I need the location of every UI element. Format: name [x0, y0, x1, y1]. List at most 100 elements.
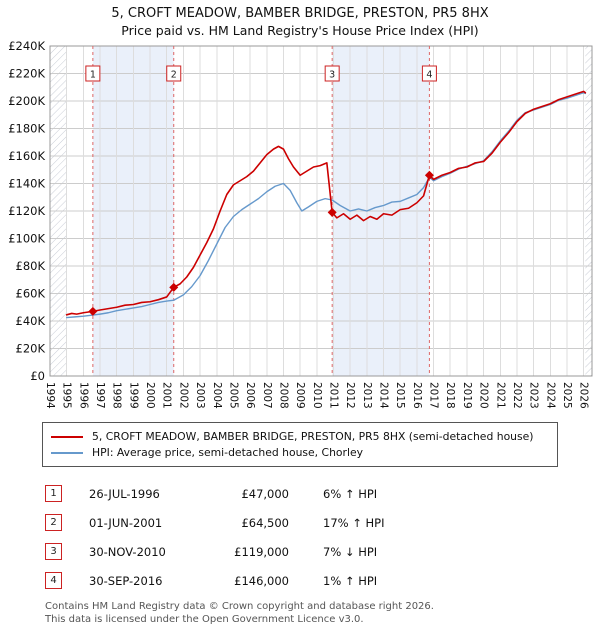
x-axis-tick-label: 2024 — [544, 382, 556, 409]
transaction-row: 4 30-SEP-2016 £146,000 1% ↑ HPI — [45, 566, 600, 595]
x-axis-tick-label: 1995 — [61, 382, 73, 409]
y-axis-tick-label: £160K — [8, 149, 45, 163]
y-axis-tick-label: £0 — [30, 369, 45, 383]
transaction-price: £119,000 — [234, 544, 289, 559]
x-axis-tick-label: 2006 — [244, 382, 256, 409]
transaction-row: 3 30-NOV-2010 £119,000 7% ↓ HPI — [45, 537, 600, 566]
sale-number-label: 4 — [426, 70, 432, 81]
transaction-row: 2 01-JUN-2001 £64,500 17% ↑ HPI — [45, 508, 600, 537]
transaction-date: 30-NOV-2010 — [89, 544, 166, 559]
transaction-date: 30-SEP-2016 — [89, 573, 163, 588]
chart-legend: 5, CROFT MEADOW, BAMBER BRIDGE, PRESTON,… — [42, 422, 558, 468]
sale-number-box — [85, 65, 101, 82]
x-axis-tick-label: 2021 — [494, 382, 506, 409]
page-subtitle: Price paid vs. HM Land Registry's House … — [121, 22, 479, 38]
x-axis-tick-label: 2003 — [194, 382, 206, 409]
transaction-price: £64,500 — [241, 515, 289, 530]
transaction-hpi-delta: 6% ↑ HPI — [323, 486, 378, 501]
legend-item: 5, CROFT MEADOW, BAMBER BRIDGE, PRESTON,… — [51, 430, 549, 443]
x-axis-tick-label: 2016 — [411, 382, 423, 409]
x-axis-tick-label: 2012 — [344, 382, 356, 409]
sale-marker — [424, 170, 434, 180]
transaction-number: 4 — [45, 572, 62, 590]
legend-label: HPI: Average price, semi-detached house,… — [92, 446, 364, 460]
y-axis-tick-label: £120K — [8, 204, 45, 218]
sale-number-label: 2 — [171, 70, 177, 81]
y-axis-tick-label: £100K — [8, 232, 45, 246]
y-axis-tick-label: £220K — [8, 67, 45, 81]
y-axis-tick-label: £200K — [8, 94, 45, 108]
price-chart: £0 £20K £40K £60K £80K £100K £120K £140K £160K £1… — [0, 40, 600, 420]
sale-number-box — [324, 65, 340, 82]
x-axis-tick-label: 2002 — [177, 382, 189, 409]
transaction-number-cell: 4 — [45, 572, 89, 590]
y-axis-tick-label: £140K — [8, 177, 45, 191]
x-axis-tick-label: 1999 — [127, 382, 139, 409]
y-axis-tick-label: £240K — [8, 40, 45, 53]
y-axis-tick-label: £180K — [8, 122, 45, 136]
price-chart-svg: £0 £20K £40K £60K £80K £100K £120K £140K £160K £1… — [8, 40, 593, 409]
transaction-hpi-delta: 1% ↑ HPI — [323, 573, 378, 588]
x-axis-tick-label: 2011 — [328, 382, 340, 409]
sale-marker — [169, 282, 179, 292]
x-axis-tick-label: 2025 — [561, 382, 573, 409]
x-axis-tick-label: 2009 — [294, 382, 306, 409]
transaction-number: 3 — [45, 543, 62, 561]
transaction-price: £146,000 — [234, 573, 289, 588]
x-axis-tick-label: 2026 — [578, 382, 590, 409]
x-axis-tick-label: 2013 — [361, 382, 373, 409]
transaction-number-cell: 1 — [45, 485, 89, 503]
license-line-2: This data is licensed under the Open Gov… — [45, 613, 364, 625]
x-axis-tick-label: 2005 — [227, 382, 239, 409]
x-axis-tick-label: 2007 — [261, 382, 273, 409]
legend-line-swatch — [51, 451, 83, 454]
y-axis-tick-label: £20K — [16, 342, 46, 356]
legend-line-swatch — [51, 435, 83, 438]
transaction-row: 1 26-JUL-1996 £47,000 6% ↑ HPI — [45, 479, 600, 508]
license-line-1: Contains HM Land Registry data © Crown c… — [45, 601, 434, 613]
transaction-date: 01-JUN-2001 — [89, 515, 163, 530]
y-axis-tick-label: £40K — [16, 314, 46, 328]
sale-number-box — [166, 65, 182, 82]
x-axis-tick-label: 2020 — [478, 382, 490, 409]
sale-marker — [88, 307, 98, 317]
x-axis-tick-label: 2017 — [428, 382, 440, 409]
x-axis-tick-label: 2004 — [211, 382, 223, 409]
x-axis-tick-label: 2022 — [511, 382, 523, 409]
sale-number-label: 1 — [90, 70, 96, 81]
x-axis-tick-label: 1996 — [77, 382, 89, 409]
x-axis-tick-label: 2008 — [277, 382, 289, 409]
legend-label: 5, CROFT MEADOW, BAMBER BRIDGE, PRESTON,… — [92, 430, 534, 444]
x-axis-tick-label: 2010 — [311, 382, 323, 409]
transaction-number: 1 — [45, 485, 62, 503]
y-axis-tick-label: £80K — [16, 259, 46, 273]
plot-border — [49, 45, 593, 377]
x-axis-tick-label: 1994 — [44, 382, 56, 409]
transaction-hpi-delta: 7% ↓ HPI — [323, 544, 378, 559]
transaction-table: 1 26-JUL-1996 £47,000 6% ↑ HPI 2 01-JUN-2001 £… — [45, 479, 600, 595]
x-axis-tick-label: 1998 — [111, 382, 123, 409]
x-axis-tick-label: 2023 — [528, 382, 540, 409]
series-line — [65, 90, 587, 316]
y-axis-tick-label: £60K — [16, 287, 46, 301]
x-axis-tick-label: 2015 — [394, 382, 406, 409]
license-note: Contains HM Land Registry data © Crown c… — [45, 601, 600, 626]
series-line — [65, 92, 587, 319]
transaction-number-cell: 2 — [45, 514, 89, 532]
x-axis-tick-label: 2019 — [461, 382, 473, 409]
transaction-hpi-delta: 17% ↑ HPI — [323, 515, 385, 530]
page-title: 5, CROFT MEADOW, BAMBER BRIDGE, PRESTON,… — [111, 6, 489, 21]
legend-item: HPI: Average price, semi-detached house,… — [51, 446, 549, 459]
x-axis-tick-label: 2014 — [378, 382, 390, 409]
sale-number-label: 3 — [329, 70, 335, 81]
x-axis-tick-label: 2000 — [144, 382, 156, 409]
transaction-number-cell: 3 — [45, 543, 89, 561]
sale-marker — [327, 208, 337, 218]
x-axis-tick-label: 2018 — [444, 382, 456, 409]
sale-number-box — [421, 65, 437, 82]
transaction-date: 26-JUL-1996 — [89, 486, 160, 501]
x-axis-tick-label: 1997 — [94, 382, 106, 409]
x-axis-tick-label: 2001 — [161, 382, 173, 409]
transaction-number: 2 — [45, 514, 62, 532]
